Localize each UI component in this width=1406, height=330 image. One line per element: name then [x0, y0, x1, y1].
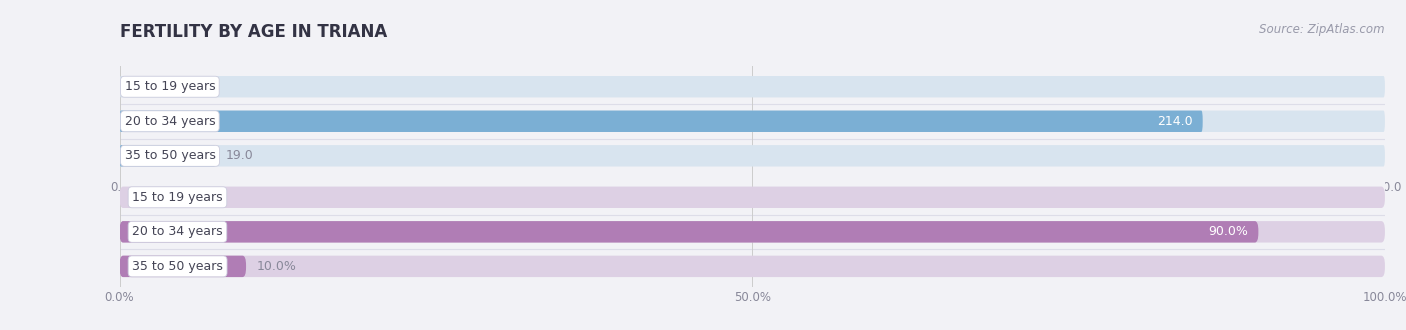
Text: 15 to 19 years: 15 to 19 years: [132, 191, 222, 204]
Text: 19.0: 19.0: [226, 149, 253, 162]
FancyBboxPatch shape: [120, 111, 1202, 132]
FancyBboxPatch shape: [120, 221, 1385, 243]
Text: 20 to 34 years: 20 to 34 years: [132, 225, 222, 238]
FancyBboxPatch shape: [120, 111, 1385, 132]
Text: 15 to 19 years: 15 to 19 years: [125, 80, 215, 93]
FancyBboxPatch shape: [120, 256, 246, 277]
Text: 0.0%: 0.0%: [129, 191, 162, 204]
FancyBboxPatch shape: [120, 145, 1385, 167]
FancyBboxPatch shape: [120, 221, 1258, 243]
Text: 0.0: 0.0: [129, 80, 149, 93]
FancyBboxPatch shape: [120, 145, 215, 167]
Text: 90.0%: 90.0%: [1208, 225, 1249, 238]
Text: 10.0%: 10.0%: [256, 260, 297, 273]
Text: 214.0: 214.0: [1157, 115, 1192, 128]
Text: 35 to 50 years: 35 to 50 years: [125, 149, 215, 162]
Text: 35 to 50 years: 35 to 50 years: [132, 260, 224, 273]
Text: FERTILITY BY AGE IN TRIANA: FERTILITY BY AGE IN TRIANA: [120, 23, 387, 41]
Text: 20 to 34 years: 20 to 34 years: [125, 115, 215, 128]
FancyBboxPatch shape: [120, 186, 1385, 208]
FancyBboxPatch shape: [120, 256, 1385, 277]
Text: Source: ZipAtlas.com: Source: ZipAtlas.com: [1260, 23, 1385, 36]
FancyBboxPatch shape: [120, 76, 1385, 97]
